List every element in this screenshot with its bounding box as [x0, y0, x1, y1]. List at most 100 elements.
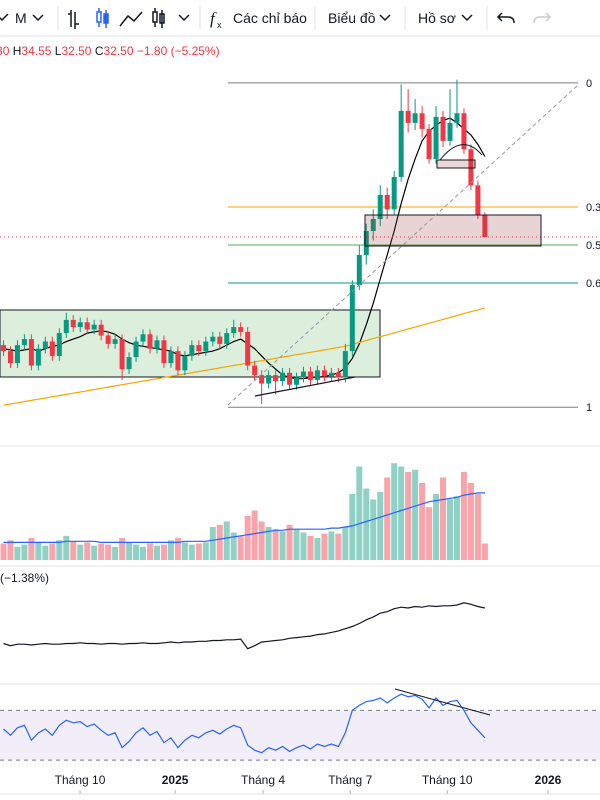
x-tick-label: 2026 — [535, 773, 562, 787]
volume-bar — [258, 521, 265, 560]
volume-bar — [0, 543, 7, 560]
volume-bar — [265, 527, 272, 560]
dropdown-icon[interactable] — [178, 14, 190, 22]
interval-button[interactable]: M — [15, 10, 27, 26]
candle-body — [147, 334, 153, 349]
volume-bar — [56, 540, 63, 560]
header-value: 32.50 — [104, 44, 134, 58]
candle-body — [70, 319, 76, 328]
x-tick-label: Tháng 4 — [241, 773, 285, 787]
candle-body — [370, 218, 376, 231]
volume-bar — [335, 533, 342, 560]
candle-body — [154, 340, 160, 349]
moving-average — [3, 307, 486, 406]
candle-body — [42, 341, 48, 349]
candle-body — [349, 285, 355, 352]
undo-button[interactable] — [496, 12, 515, 24]
volume-bar — [42, 545, 49, 560]
volume-bar — [426, 507, 433, 560]
volume-bar — [70, 541, 77, 560]
candle-body — [342, 351, 348, 378]
candle-body — [447, 122, 453, 141]
bar-style-icon[interactable] — [68, 10, 79, 29]
volume-bar — [356, 466, 363, 560]
candle-body — [475, 185, 481, 216]
candle-body — [49, 341, 55, 356]
volume-bar — [363, 488, 370, 560]
volume-bar — [126, 542, 133, 560]
candle-body — [426, 128, 432, 159]
volume-bar — [433, 494, 440, 560]
dropdown-icon[interactable] — [32, 14, 44, 22]
candle-body — [245, 331, 251, 366]
zone-box[interactable] — [364, 214, 542, 247]
candle-body — [287, 372, 293, 385]
candle-body — [454, 113, 460, 123]
candle-body — [300, 371, 306, 378]
dropdown-icon[interactable] — [379, 14, 391, 22]
candle-body — [377, 194, 383, 219]
volume-bar — [223, 521, 230, 560]
candle-body — [189, 345, 195, 356]
volume-ma — [3, 492, 485, 543]
indicator-icon[interactable]: f — [210, 9, 217, 28]
volume-bar — [342, 527, 349, 560]
volume-bar — [119, 538, 126, 560]
volume-bar — [286, 524, 293, 560]
volume-bar — [112, 546, 119, 560]
candle-body — [433, 116, 439, 159]
volume-bar — [474, 494, 481, 560]
dropdown-icon[interactable] — [461, 14, 473, 22]
volume-bar — [251, 510, 258, 560]
volume-bar — [293, 529, 300, 560]
hollow-candle-icon[interactable] — [152, 8, 165, 28]
header-label: L — [55, 44, 62, 58]
profile-button[interactable]: Hồ sơ — [418, 10, 456, 26]
redo-button[interactable] — [533, 12, 552, 24]
candle-body — [217, 336, 223, 344]
volume-bar — [209, 527, 216, 560]
candle-body — [412, 113, 418, 123]
divergence-line[interactable] — [394, 688, 491, 716]
volume-bar — [244, 516, 251, 560]
fib-trend-line[interactable] — [227, 84, 579, 406]
volume-bar — [370, 499, 377, 560]
small-box[interactable] — [436, 159, 476, 169]
fib-label: 0.5 — [586, 240, 600, 252]
volume-bar — [188, 544, 195, 560]
candle-body — [35, 348, 41, 366]
chart-menu-button[interactable]: Biểu đồ — [328, 10, 376, 26]
candle-body — [161, 340, 167, 364]
plot-layer: 0 0.3 0.5 0.6 1 — [0, 78, 600, 761]
volume-bar — [153, 545, 160, 560]
candle-body — [0, 345, 6, 352]
candle-body — [384, 194, 390, 210]
candle-body — [482, 215, 488, 237]
volume-bar — [453, 496, 460, 560]
candle-style-icon[interactable] — [96, 8, 109, 28]
volume-bar — [84, 542, 91, 560]
line-style-icon[interactable] — [119, 11, 143, 27]
arc-drawing[interactable] — [439, 144, 483, 161]
volume-bar — [321, 533, 328, 560]
band-fill — [0, 710, 600, 761]
volume-bar — [405, 472, 412, 560]
candle-body — [280, 372, 286, 382]
candle-body — [391, 176, 397, 210]
dropdown-icon[interactable] — [0, 13, 9, 22]
volume-bar — [279, 531, 286, 560]
volume-bar — [440, 477, 447, 560]
candle-body — [126, 357, 132, 370]
volume-bar — [377, 491, 384, 560]
volume-bar — [77, 544, 84, 560]
fib-label: 0.6 — [586, 278, 600, 290]
volume-bar — [467, 483, 474, 560]
candle-body — [7, 351, 13, 364]
volume-bar — [21, 544, 28, 560]
volume-bar — [314, 538, 321, 560]
indicators-button[interactable]: Các chỉ báo — [233, 10, 307, 26]
candle-body — [168, 351, 174, 364]
trend-line[interactable] — [254, 376, 356, 397]
header-label: H — [13, 44, 22, 58]
